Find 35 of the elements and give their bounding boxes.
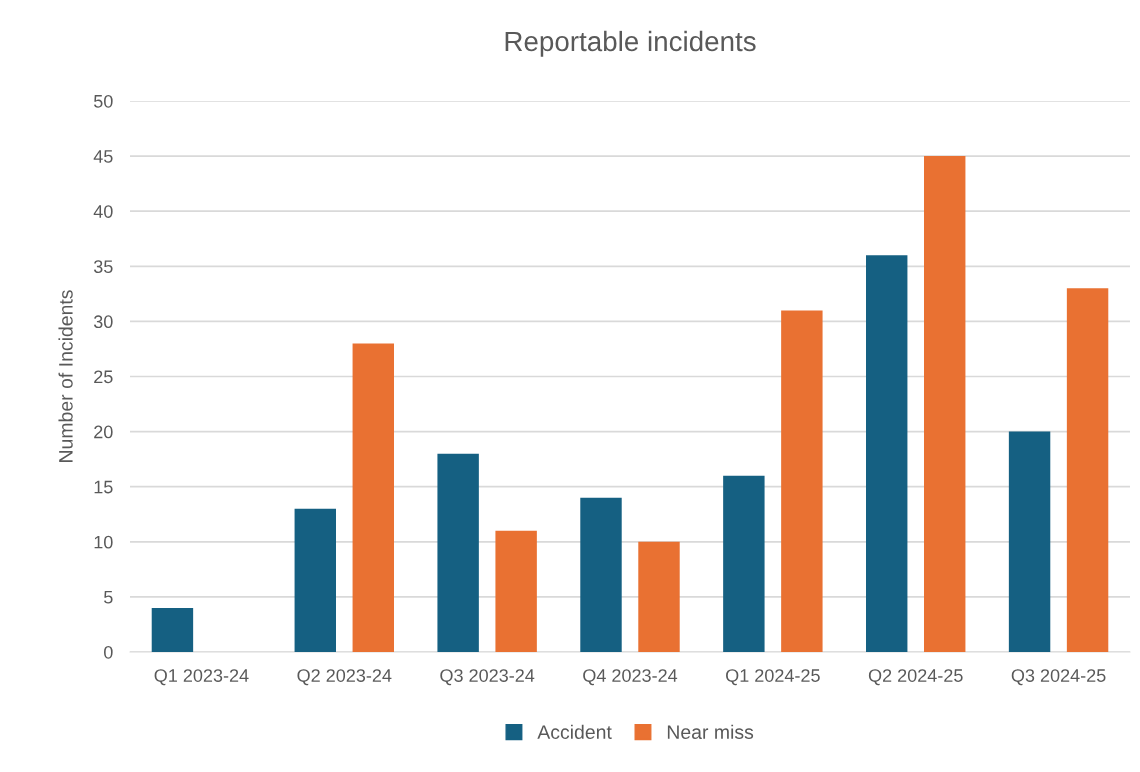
y-tick-label: 50: [93, 94, 113, 108]
bar: [437, 453, 479, 652]
y-tick-label: 40: [93, 205, 113, 218]
y-tick-label: 20: [94, 425, 113, 439]
y-tick-label: 25: [94, 370, 113, 384]
chart-title: Reportable incidents: [505, 30, 756, 57]
x-tick-label: Q2 2023-24: [297, 669, 392, 686]
bar: [866, 255, 908, 652]
bar: [1066, 288, 1109, 652]
bar: [495, 530, 537, 652]
y-tick-label: 30: [93, 315, 113, 329]
bar: [1008, 431, 1051, 652]
legend-label: Accident: [537, 724, 612, 739]
y-tick-label: 35: [93, 260, 113, 274]
x-tick-label: Q1 2024-25: [726, 669, 820, 686]
legend-label: Near miss: [667, 724, 754, 739]
x-tick-label: Q3 2024-25: [1011, 669, 1106, 686]
bar: [580, 497, 622, 652]
bar: [294, 508, 336, 652]
bar: [151, 607, 194, 652]
y-tick-label: 10: [94, 535, 113, 549]
y-tick-label: 45: [93, 150, 113, 163]
x-tick-label: Q2 2024-25: [868, 669, 963, 686]
bar: [723, 475, 765, 652]
x-tick-label: Q4 2023-24: [583, 669, 678, 686]
bar: [924, 156, 966, 652]
bar: [352, 343, 394, 652]
x-tick-label: Q3 2023-24: [440, 669, 535, 686]
y-tick-label: 5: [104, 591, 113, 604]
bar: [781, 310, 823, 652]
x-tick-label: Q1 2023-24: [154, 669, 249, 686]
y-axis-title: Number of Incidents: [58, 290, 73, 462]
y-tick-label: 15: [94, 480, 113, 494]
bar: [638, 541, 680, 652]
y-tick-label: 0: [104, 645, 113, 659]
